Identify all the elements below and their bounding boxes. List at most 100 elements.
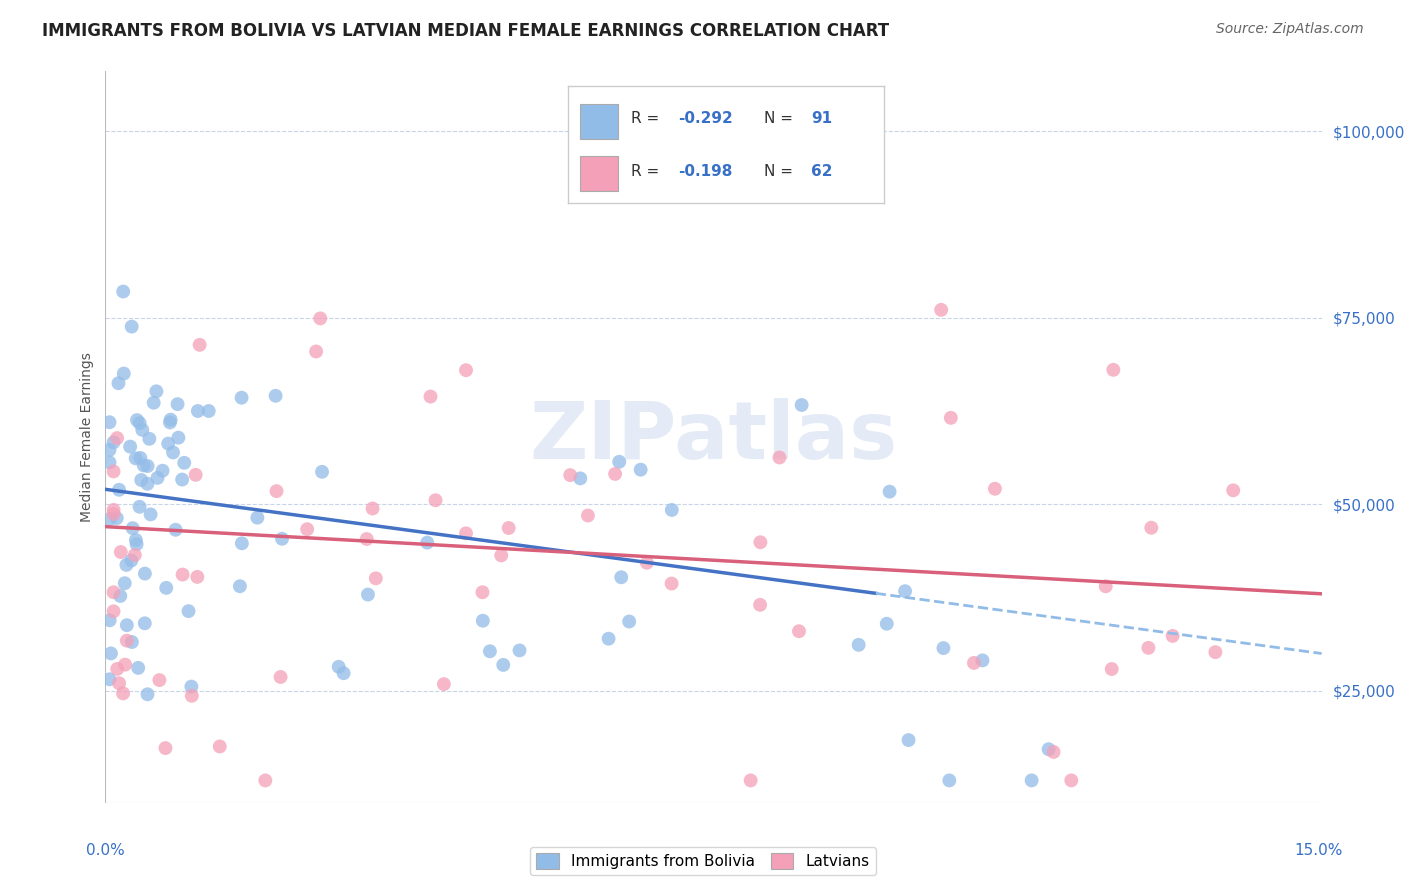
Point [471,585,494,599]
Point [416,535,439,549]
Point [188,338,211,352]
Point [254,773,277,788]
Point [128,500,150,514]
Point [894,584,917,599]
Point [271,532,294,546]
Point [478,644,501,658]
Point [132,458,155,473]
Point [134,616,156,631]
Text: IMMIGRANTS FROM BOLIVIA VS LATVIAN MEDIAN FEMALE EARNINGS CORRELATION CHART: IMMIGRANTS FROM BOLIVIA VS LATVIAN MEDIA… [42,22,890,40]
Point [630,463,652,477]
Point [509,643,531,657]
Point [152,464,174,478]
Point [1038,742,1060,756]
Point [311,465,333,479]
Point [1222,483,1244,498]
Point [98,673,121,687]
Point [159,412,181,426]
Point [1137,640,1160,655]
Point [98,442,121,457]
Point [142,395,165,409]
Point [124,548,146,562]
Point [127,661,149,675]
Point [148,673,170,687]
Point [433,677,456,691]
Text: 0.0%: 0.0% [86,843,125,858]
Point [166,397,188,411]
Point [603,467,626,481]
Point [787,624,810,639]
Point [145,384,167,399]
Point [266,484,288,499]
Point [155,741,177,756]
Point [103,435,125,450]
Point [309,311,332,326]
Point [939,410,962,425]
Point [897,733,920,747]
Point [165,523,187,537]
Point [932,641,955,656]
Point [125,451,148,466]
Point [180,680,202,694]
Point [305,344,328,359]
Point [938,773,960,788]
Point [740,773,762,788]
Point [768,450,790,465]
Point [112,686,135,700]
Point [610,570,633,584]
Point [157,436,180,450]
Point [295,522,318,536]
Point [112,367,135,381]
Point [790,398,813,412]
Point [617,615,640,629]
Point [100,647,122,661]
Text: 15.0%: 15.0% [1295,843,1343,858]
Point [492,657,515,672]
Point [138,432,160,446]
Point [173,456,195,470]
Point [328,660,350,674]
Point [139,508,162,522]
Point [270,670,292,684]
Point [105,511,128,525]
Point [125,537,148,551]
Point [231,536,253,550]
Point [180,689,202,703]
Point [115,618,138,632]
Point [98,415,121,429]
Point [1161,629,1184,643]
Point [419,390,441,404]
Point [131,423,153,437]
Point [357,588,380,602]
Point [1060,773,1083,788]
Point [361,501,384,516]
Point [128,416,150,430]
Point [264,389,287,403]
Point [98,455,121,469]
Point [103,604,125,618]
Text: Source: ZipAtlas.com: Source: ZipAtlas.com [1216,22,1364,37]
Point [134,566,156,581]
Point [155,581,177,595]
Point [136,687,159,701]
Point [848,638,870,652]
Point [162,445,184,459]
Point [98,512,121,526]
Point [598,632,620,646]
Point [425,493,447,508]
Point [105,431,128,445]
Y-axis label: Median Female Earnings: Median Female Earnings [80,352,94,522]
Point [172,473,194,487]
Point [749,598,772,612]
Point [454,363,477,377]
Point [125,413,148,427]
Point [963,656,986,670]
Point [607,455,630,469]
Point [110,589,132,603]
Point [121,319,143,334]
Point [984,482,1007,496]
Point [146,471,169,485]
Point [454,526,477,541]
Point [876,616,898,631]
Point [471,614,494,628]
